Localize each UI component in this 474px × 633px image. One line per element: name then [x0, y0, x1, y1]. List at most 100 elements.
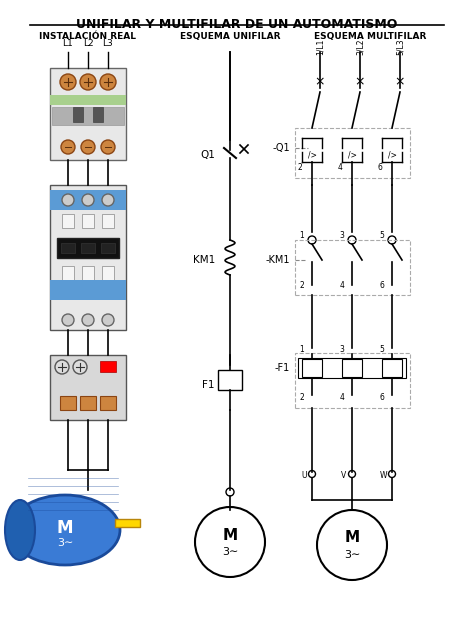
Text: INSTALACIÓN REAL: INSTALACIÓN REAL	[39, 32, 137, 41]
Circle shape	[102, 194, 114, 206]
Bar	[295, 240, 410, 295]
Text: 6: 6	[380, 394, 384, 403]
Text: />: />	[308, 151, 317, 160]
Text: -Q1: -Q1	[273, 143, 290, 153]
Text: 3: 3	[339, 346, 345, 354]
Circle shape	[388, 236, 396, 244]
Text: ESQUEMA UNIFILAR: ESQUEMA UNIFILAR	[180, 32, 280, 41]
Bar	[218, 370, 242, 390]
Text: L2: L2	[82, 39, 93, 48]
Bar	[60, 396, 76, 410]
Text: 3∼: 3∼	[344, 550, 360, 560]
Text: 2: 2	[300, 394, 304, 403]
Text: U: U	[301, 472, 307, 480]
Bar	[52, 107, 124, 125]
Circle shape	[60, 74, 76, 90]
Bar	[61, 243, 75, 253]
Text: 4: 4	[337, 163, 342, 173]
Bar	[295, 128, 410, 178]
Circle shape	[62, 314, 74, 326]
Circle shape	[348, 470, 356, 477]
Text: 4: 4	[339, 394, 345, 403]
Bar	[102, 214, 114, 228]
Bar	[62, 266, 74, 280]
Text: 5: 5	[380, 346, 384, 354]
Circle shape	[100, 74, 116, 90]
Text: ×: ×	[395, 75, 405, 89]
Text: 2: 2	[300, 280, 304, 289]
Text: ×: ×	[355, 75, 365, 89]
Text: 1: 1	[300, 230, 304, 239]
Text: 3∼: 3∼	[222, 547, 238, 557]
Bar	[115, 519, 140, 527]
Text: 1: 1	[300, 346, 304, 354]
Circle shape	[61, 140, 75, 154]
Text: 2: 2	[298, 163, 302, 173]
Text: F1: F1	[202, 380, 215, 390]
Bar	[382, 359, 402, 377]
Bar	[62, 214, 74, 228]
Bar	[50, 68, 126, 160]
Text: />: />	[347, 151, 356, 160]
Text: 5: 5	[380, 230, 384, 239]
Bar	[302, 359, 322, 377]
Bar	[50, 280, 126, 300]
Circle shape	[389, 470, 395, 477]
Bar	[82, 214, 94, 228]
Text: UNIFILAR Y MULTIFILAR DE UN AUTOMATISMO: UNIFILAR Y MULTIFILAR DE UN AUTOMATISMO	[76, 18, 398, 31]
Text: 1/L1: 1/L1	[316, 39, 325, 55]
Bar	[101, 243, 115, 253]
Text: L3: L3	[103, 39, 113, 48]
Circle shape	[55, 360, 69, 374]
Bar	[82, 266, 94, 280]
Bar	[50, 355, 126, 420]
Circle shape	[226, 488, 234, 496]
Bar	[342, 359, 362, 377]
Bar	[100, 361, 116, 372]
Circle shape	[317, 510, 387, 580]
Circle shape	[195, 507, 265, 577]
Circle shape	[309, 470, 316, 477]
Bar	[57, 238, 119, 258]
Ellipse shape	[10, 495, 120, 565]
Bar	[298, 358, 406, 378]
Text: ESQUEMA MULTIFILAR: ESQUEMA MULTIFILAR	[314, 32, 426, 41]
Text: 3∼: 3∼	[57, 538, 73, 548]
Circle shape	[101, 140, 115, 154]
Circle shape	[348, 236, 356, 244]
Text: L1: L1	[63, 39, 73, 48]
Text: />: />	[388, 151, 396, 160]
Text: Q1: Q1	[200, 150, 215, 160]
Text: -F1: -F1	[275, 363, 290, 373]
Text: 5/L3: 5/L3	[395, 39, 404, 55]
Text: V: V	[341, 472, 346, 480]
Bar	[295, 353, 410, 408]
Bar	[100, 396, 116, 410]
Bar	[50, 185, 126, 330]
Bar	[93, 107, 103, 122]
Text: ×: ×	[315, 75, 325, 89]
Circle shape	[82, 314, 94, 326]
Text: M: M	[345, 530, 360, 546]
Circle shape	[82, 194, 94, 206]
Bar	[80, 396, 96, 410]
Text: KM1: KM1	[193, 255, 215, 265]
Circle shape	[62, 194, 74, 206]
Bar	[50, 190, 126, 210]
Bar	[81, 243, 95, 253]
Text: M: M	[57, 519, 73, 537]
Text: 3/L2: 3/L2	[356, 39, 365, 55]
Ellipse shape	[5, 500, 35, 560]
Text: 4: 4	[339, 280, 345, 289]
Circle shape	[102, 314, 114, 326]
Text: -KM1: -KM1	[265, 255, 290, 265]
Text: 3: 3	[339, 230, 345, 239]
Circle shape	[81, 140, 95, 154]
Text: 6: 6	[380, 280, 384, 289]
Text: M: M	[222, 527, 237, 542]
Circle shape	[73, 360, 87, 374]
Text: W: W	[380, 472, 388, 480]
Bar	[50, 95, 126, 105]
Circle shape	[80, 74, 96, 90]
Bar	[73, 107, 83, 122]
